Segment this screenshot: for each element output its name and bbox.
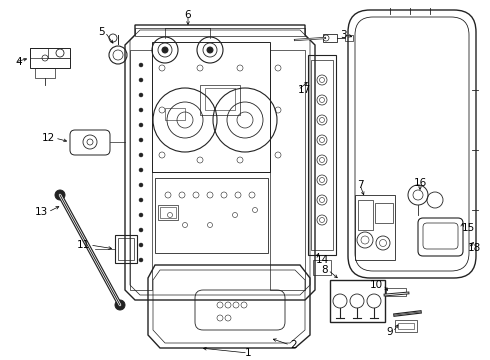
- Bar: [152, 42, 270, 172]
- Circle shape: [139, 258, 143, 262]
- Bar: [270, 50, 305, 290]
- Bar: [35, 68, 55, 78]
- Bar: [165, 108, 185, 120]
- Circle shape: [139, 123, 143, 127]
- Text: 15: 15: [462, 223, 475, 233]
- Text: 4: 4: [15, 57, 22, 67]
- Text: 1: 1: [245, 348, 251, 358]
- Bar: [130, 50, 152, 290]
- Circle shape: [139, 228, 143, 232]
- Circle shape: [162, 47, 168, 53]
- Bar: [398, 323, 414, 329]
- Bar: [115, 235, 137, 263]
- Bar: [30, 48, 70, 68]
- Bar: [135, 28, 305, 36]
- Circle shape: [139, 198, 143, 202]
- Bar: [308, 55, 336, 255]
- Bar: [155, 178, 268, 253]
- Circle shape: [139, 93, 143, 97]
- Bar: [118, 238, 134, 260]
- Circle shape: [139, 108, 143, 112]
- Circle shape: [115, 300, 125, 310]
- Bar: [158, 205, 178, 220]
- Bar: [355, 195, 395, 260]
- Text: 14: 14: [316, 255, 329, 265]
- Text: 7: 7: [357, 180, 363, 190]
- Text: 6: 6: [185, 10, 191, 20]
- Circle shape: [139, 243, 143, 247]
- Text: 17: 17: [298, 85, 311, 95]
- Bar: [311, 60, 333, 250]
- Bar: [160, 207, 176, 218]
- Bar: [200, 85, 240, 115]
- Circle shape: [55, 190, 65, 200]
- Text: 8: 8: [321, 265, 328, 275]
- Text: 5: 5: [98, 27, 105, 37]
- Bar: [345, 35, 353, 41]
- Circle shape: [139, 138, 143, 142]
- Circle shape: [139, 63, 143, 67]
- Circle shape: [207, 47, 213, 53]
- Text: 12: 12: [42, 133, 55, 143]
- Text: 11: 11: [77, 240, 90, 250]
- Bar: [386, 288, 406, 296]
- Bar: [323, 34, 337, 42]
- Circle shape: [139, 183, 143, 187]
- Bar: [205, 88, 235, 110]
- Circle shape: [139, 78, 143, 82]
- Text: 9: 9: [387, 327, 393, 337]
- Circle shape: [139, 168, 143, 172]
- Text: 10: 10: [370, 280, 383, 290]
- Text: 13: 13: [35, 207, 48, 217]
- Bar: [375, 203, 393, 223]
- Circle shape: [139, 213, 143, 217]
- Text: 3: 3: [341, 30, 347, 40]
- Text: 2: 2: [290, 340, 296, 350]
- Circle shape: [139, 153, 143, 157]
- Text: 18: 18: [468, 243, 481, 253]
- Text: 16: 16: [414, 178, 427, 188]
- Bar: [313, 260, 331, 275]
- Bar: [330, 280, 385, 322]
- Bar: [30, 48, 48, 58]
- Bar: [395, 320, 417, 332]
- Bar: [358, 200, 373, 230]
